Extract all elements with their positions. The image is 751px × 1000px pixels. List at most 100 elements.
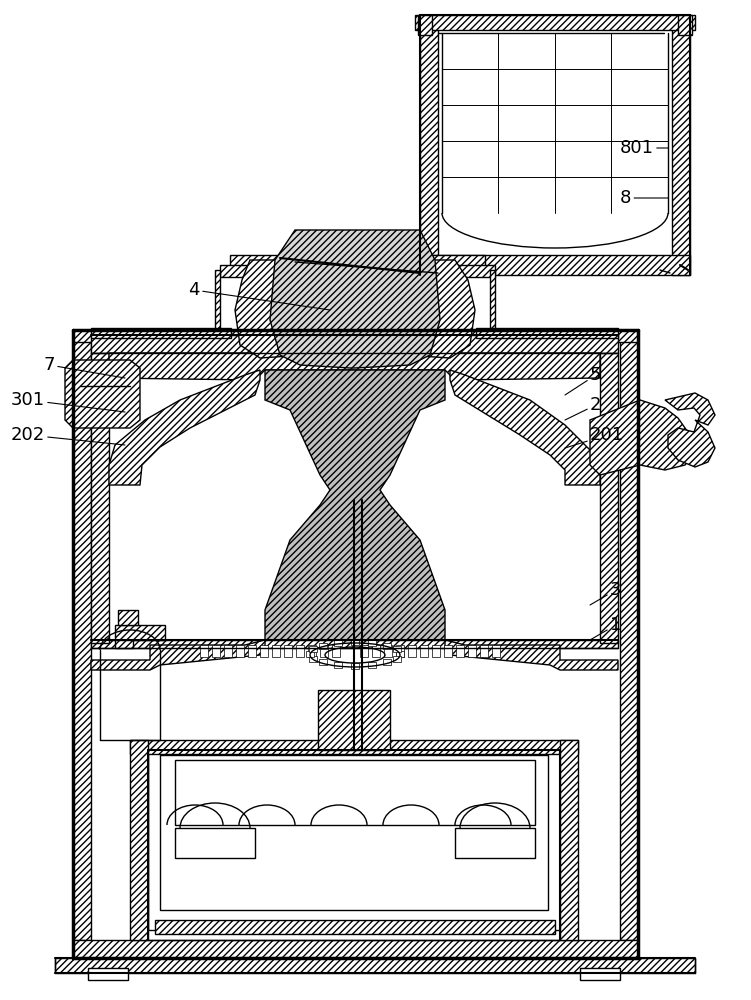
Bar	[115, 640, 133, 648]
Bar	[91, 328, 231, 338]
Bar	[73, 330, 638, 342]
Bar	[678, 15, 692, 35]
Bar	[220, 265, 495, 277]
Bar	[91, 640, 618, 648]
Polygon shape	[665, 393, 715, 467]
Bar	[306, 651, 314, 657]
Bar	[215, 270, 220, 335]
Bar	[383, 659, 391, 665]
Text: 1: 1	[590, 616, 621, 640]
Bar	[155, 920, 555, 934]
Bar	[351, 639, 359, 645]
Bar	[384, 645, 392, 657]
Bar	[332, 645, 340, 657]
Bar	[130, 740, 578, 754]
Polygon shape	[91, 640, 265, 670]
Bar	[73, 330, 91, 940]
Bar	[90, 386, 120, 394]
Polygon shape	[265, 370, 445, 640]
Polygon shape	[109, 353, 600, 380]
Polygon shape	[400, 260, 475, 358]
Bar	[368, 662, 376, 668]
Bar	[396, 645, 404, 657]
Bar	[130, 740, 148, 940]
Bar	[80, 390, 130, 408]
Text: 2: 2	[565, 396, 602, 420]
Polygon shape	[590, 400, 695, 475]
Bar	[351, 663, 359, 669]
Bar	[432, 645, 440, 657]
Polygon shape	[270, 230, 440, 368]
Bar	[91, 335, 618, 353]
Bar	[175, 828, 255, 858]
Bar	[88, 968, 128, 980]
Bar	[420, 645, 428, 657]
Text: 5: 5	[565, 366, 602, 395]
Bar	[408, 645, 416, 657]
Bar	[272, 645, 280, 657]
Bar	[444, 645, 452, 657]
Text: 202: 202	[11, 426, 125, 445]
Text: 201: 201	[565, 426, 624, 448]
Bar	[320, 645, 328, 657]
Bar	[91, 353, 109, 643]
Bar	[418, 15, 432, 35]
Bar	[420, 255, 690, 275]
Bar	[296, 645, 304, 657]
Bar	[600, 353, 618, 643]
Bar	[620, 330, 638, 940]
Bar	[420, 15, 438, 275]
Bar	[309, 646, 318, 652]
Polygon shape	[235, 260, 310, 358]
Bar	[260, 645, 268, 657]
Bar	[175, 760, 535, 825]
Bar	[308, 645, 316, 657]
Bar	[309, 656, 318, 662]
Text: 3: 3	[590, 581, 622, 605]
Bar	[396, 651, 404, 657]
Text: 4: 4	[189, 281, 330, 310]
Bar	[200, 645, 208, 657]
Bar	[73, 940, 638, 958]
Bar	[80, 368, 130, 386]
Bar	[456, 645, 464, 657]
Polygon shape	[65, 360, 140, 428]
Bar	[415, 15, 695, 30]
Bar	[148, 750, 560, 930]
Bar	[455, 828, 535, 858]
Bar	[393, 646, 400, 652]
Bar	[212, 645, 220, 657]
Text: 8: 8	[620, 189, 668, 207]
Bar	[224, 645, 232, 657]
Bar	[284, 645, 292, 657]
Polygon shape	[450, 370, 600, 485]
Text: 7: 7	[44, 356, 125, 378]
Bar	[55, 958, 695, 973]
Bar	[333, 662, 342, 668]
Polygon shape	[109, 370, 260, 485]
Bar	[480, 645, 488, 657]
Bar	[372, 645, 380, 657]
Bar	[490, 270, 495, 335]
Bar	[230, 255, 485, 270]
Bar	[115, 625, 165, 640]
Bar	[333, 640, 342, 646]
Bar	[236, 645, 244, 657]
Bar	[672, 15, 690, 275]
Bar	[319, 659, 327, 665]
Bar	[492, 645, 500, 657]
Bar	[118, 610, 138, 625]
Bar	[560, 740, 578, 940]
Bar	[248, 645, 256, 657]
Bar	[319, 643, 327, 649]
Bar	[318, 690, 390, 750]
Bar	[468, 645, 476, 657]
Text: 301: 301	[11, 391, 125, 412]
Bar	[368, 640, 376, 646]
Bar	[393, 656, 400, 662]
Text: 801: 801	[620, 139, 668, 157]
Bar	[476, 328, 618, 338]
Bar	[360, 645, 368, 657]
Bar	[383, 643, 391, 649]
Polygon shape	[445, 640, 618, 670]
